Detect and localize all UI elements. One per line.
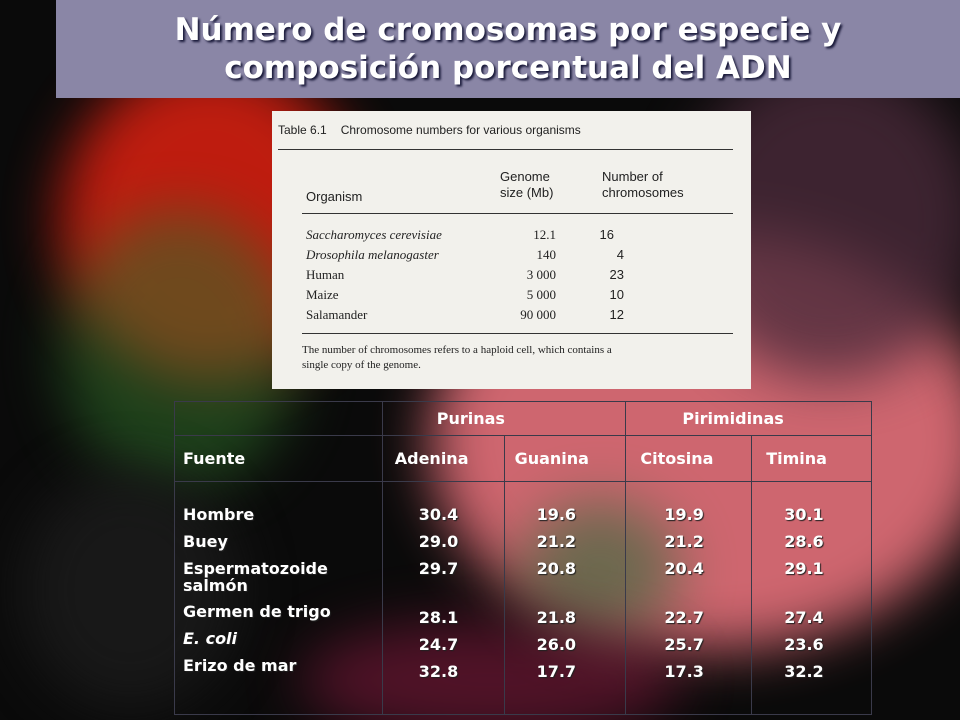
source-item: E. coli <box>183 629 238 648</box>
scan-footnote: The number of chromosomes refers to a ha… <box>302 343 732 373</box>
source-item: Buey <box>183 532 228 551</box>
scan-row: Maize 5 000 10 <box>272 287 751 305</box>
title-banner: Número de cromosomas por especie y compo… <box>56 0 960 98</box>
timina-value: 30.1 <box>784 505 824 524</box>
scan-header-chrom-2: chromosomes <box>602 185 684 200</box>
guanina-value: 26.0 <box>536 635 577 654</box>
column-header-row: Fuente Adenina Guanina Citosina Timina <box>174 435 872 482</box>
guanina-value: 21.8 <box>536 608 577 627</box>
citosina-cell: 19.9 21.2 20.4 22.7 25.7 17.3 <box>625 481 753 715</box>
timina-cell: 30.1 28.6 29.1 27.4 23.6 32.2 <box>751 481 872 715</box>
timina-value: 28.6 <box>784 532 824 551</box>
adenina-cell: 30.4 29.0 29.7 28.1 24.7 32.8 <box>381 481 505 715</box>
scan-chromosomes: 4 <box>616 247 624 262</box>
header-purinas: Purinas <box>381 401 627 436</box>
guanina-value: 17.7 <box>536 662 577 681</box>
adenina-value: 32.8 <box>418 662 459 681</box>
scan-row: Salamander 90 000 12 <box>272 307 751 325</box>
scan-rule-header <box>302 213 733 214</box>
adenina-value: 30.4 <box>418 505 459 524</box>
scan-chromosomes: 16 <box>599 227 614 242</box>
guanina-value: 21.2 <box>536 532 577 551</box>
guanina-value: 19.6 <box>536 505 577 524</box>
source-item: Espermatozoide salmón <box>183 559 328 595</box>
timina-value: 29.1 <box>784 559 824 578</box>
source-item: Hombre <box>183 505 255 524</box>
timina-value: 32.2 <box>784 662 824 681</box>
citosina-value: 21.2 <box>664 532 704 551</box>
scan-organism: Salamander <box>306 307 368 322</box>
scan-footnote-line-1: The number of chromosomes refers to a ha… <box>302 344 612 356</box>
scan-rule-bottom <box>302 333 733 334</box>
scan-organism: Drosophila melanogaster <box>306 247 439 262</box>
scan-caption-number: Table 6.1 <box>278 123 327 137</box>
source-item: Erizo de mar <box>183 656 297 675</box>
header-citosina: Citosina <box>625 435 753 482</box>
scan-genome: 3 000 <box>526 267 556 282</box>
guanina-value: 20.8 <box>536 559 577 578</box>
scan-chromosomes: 12 <box>609 307 624 322</box>
header-adenina: Adenina <box>381 435 505 482</box>
citosina-value: 20.4 <box>664 559 704 578</box>
scan-row: Drosophila melanogaster 140 4 <box>272 247 751 265</box>
citosina-value: 17.3 <box>664 662 704 681</box>
scan-header-organism: Organism <box>306 189 363 204</box>
title-line-1: Número de cromosomas por especie y <box>174 12 842 48</box>
scan-genome: 90 000 <box>520 307 556 322</box>
adenina-value: 24.7 <box>418 635 459 654</box>
sources-cell: Hombre Buey Espermatozoide salmón Germen… <box>174 481 383 715</box>
scan-genome: 12.1 <box>533 227 556 242</box>
guanina-cell: 19.6 21.2 20.8 21.8 26.0 17.7 <box>503 481 627 715</box>
scanned-table-image: Table 6.1 Chromosome numbers for various … <box>272 111 751 389</box>
header-timina: Timina <box>751 435 872 482</box>
scan-organism: Human <box>306 267 345 282</box>
scan-caption-text: Chromosome numbers for various organisms <box>340 123 581 137</box>
adenina-value: 29.0 <box>418 532 459 551</box>
header-guanina: Guanina <box>503 435 627 482</box>
scan-footnote-line-2: single copy of the genome. <box>302 359 421 371</box>
dna-composition-table: Purinas Pirimidinas Fuente Adenina Guani… <box>174 401 872 715</box>
timina-value: 27.4 <box>784 608 824 627</box>
scan-rule-top <box>278 149 733 150</box>
scan-organism: Maize <box>306 287 339 302</box>
scan-row: Human 3 000 23 <box>272 267 751 285</box>
adenina-value: 28.1 <box>418 608 459 627</box>
scan-row: Saccharomyces cerevisiae 12.1 16 <box>272 227 751 245</box>
adenina-value: 29.7 <box>418 559 459 578</box>
timina-value: 23.6 <box>784 635 824 654</box>
title-line-2: composición porcentual del ADN <box>224 50 792 86</box>
scan-organism: Saccharomyces cerevisiae <box>306 227 442 242</box>
scan-header-chrom-1: Number of <box>602 169 663 184</box>
scan-header-genome-1: Genome <box>500 169 550 184</box>
scan-caption: Table 6.1 Chromosome numbers for various … <box>278 123 581 137</box>
empty-header-cell <box>174 401 383 436</box>
citosina-value: 25.7 <box>664 635 704 654</box>
scan-chromosomes: 23 <box>609 267 624 282</box>
scan-chromosomes: 10 <box>609 287 624 302</box>
source-item: Germen de trigo <box>183 602 331 621</box>
scan-genome: 140 <box>536 247 557 262</box>
citosina-value: 19.9 <box>664 505 704 524</box>
citosina-value: 22.7 <box>664 608 704 627</box>
group-header-row: Purinas Pirimidinas <box>174 401 872 436</box>
scan-header-genome-2: size (Mb) <box>500 185 554 200</box>
scan-genome: 5 000 <box>526 287 556 302</box>
header-pirimidinas: Pirimidinas <box>625 401 872 436</box>
data-row: Hombre Buey Espermatozoide salmón Germen… <box>174 481 872 715</box>
header-fuente: Fuente <box>174 435 383 482</box>
